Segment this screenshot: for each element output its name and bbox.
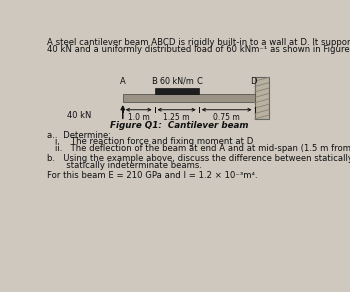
Text: 1.0 m: 1.0 m [128,113,149,122]
Text: Figure Q1:  Cantilever beam: Figure Q1: Cantilever beam [110,121,248,130]
Text: 40 kN: 40 kN [67,111,91,120]
Text: a.   Determine:: a. Determine: [47,131,111,140]
Text: i.    The reaction force and fixing moment at D: i. The reaction force and fixing moment … [55,138,253,147]
Text: b.   Using the example above, discuss the difference between statically determin: b. Using the example above, discuss the … [47,154,350,164]
Text: D: D [250,77,256,86]
Text: 1.25 m: 1.25 m [163,113,190,122]
Text: 40 kN and a uniformly distributed load of 60 kNm⁻¹ as shown in Figure Q1 below:: 40 kN and a uniformly distributed load o… [47,45,350,54]
Text: A steel cantilever beam ABCD is rigidly built-in to a wall at D. It supports a p: A steel cantilever beam ABCD is rigidly … [47,38,350,47]
Text: C: C [197,77,202,86]
Bar [155,88,199,93]
Text: B: B [151,77,157,86]
Text: 60 kN/m: 60 kN/m [160,77,194,86]
Text: 0.75 m: 0.75 m [213,113,240,122]
Text: A: A [120,77,126,86]
Bar [123,93,254,102]
Text: statically indeterminate beams.: statically indeterminate beams. [47,161,202,170]
Text: For this beam E = 210 GPa and I = 1.2 × 10⁻³m⁴.: For this beam E = 210 GPa and I = 1.2 × … [47,171,258,180]
Bar [254,77,268,119]
Text: ii.   The deflection of the beam at end A and at mid-span (1.5 m from D).: ii. The deflection of the beam at end A … [55,144,350,153]
